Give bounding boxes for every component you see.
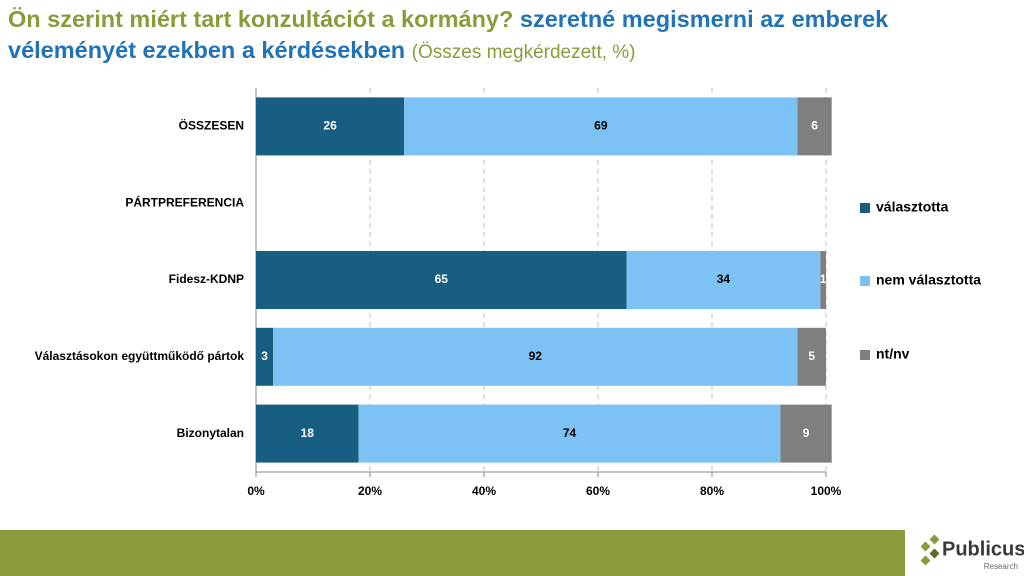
- logo-icon: [920, 534, 940, 566]
- legend-label: választotta: [876, 199, 949, 215]
- footer-band: [0, 530, 905, 576]
- value-label: 26: [323, 119, 337, 133]
- bar-segment: [797, 327, 826, 386]
- logo-subtext: Research: [984, 562, 1018, 571]
- bar-segment: [404, 97, 798, 156]
- value-label: 9: [803, 426, 810, 440]
- bar-segment: [797, 97, 832, 156]
- y-tick-label: PÁRTPREFERENCIA: [125, 194, 244, 209]
- value-label: 69: [594, 119, 608, 133]
- logo-text: Publicus: [942, 538, 1024, 560]
- value-label: 65: [435, 272, 449, 286]
- bar-segment: [273, 327, 798, 386]
- title-note: (Összes megkérdezett, %): [411, 42, 636, 63]
- value-label: 74: [563, 426, 577, 440]
- y-tick-label: Választásokon együttműködő pártok: [35, 349, 245, 363]
- x-tick-label: 40%: [472, 484, 496, 498]
- value-label: 3: [261, 349, 268, 363]
- legend-label: nt/nv: [876, 346, 910, 362]
- x-tick-label: 100%: [811, 484, 842, 498]
- bar-segment: [256, 97, 405, 156]
- legend-swatch: [860, 203, 870, 213]
- bar-segment: [626, 251, 821, 309]
- value-label: 34: [717, 272, 731, 286]
- legend-swatch: [860, 350, 870, 360]
- y-tick-label: ÖSSZESEN: [179, 118, 244, 133]
- bar-segment: [256, 251, 627, 309]
- x-tick-label: 0%: [247, 484, 265, 498]
- y-tick-label: Fidesz-KDNP: [169, 272, 244, 286]
- x-tick-label: 20%: [358, 484, 382, 498]
- bar-segment: [820, 251, 826, 309]
- bar-segment: [256, 327, 274, 386]
- bar-segment: [358, 404, 781, 463]
- title-question: Ön szerint miért tart konzultációt a kor…: [8, 6, 514, 32]
- title-answer: szeretné megismerni az emberek véleményé…: [8, 6, 889, 63]
- value-label: 5: [808, 349, 815, 363]
- value-label: 1: [820, 272, 827, 286]
- title: Ön szerint miért tart konzultációt a kor…: [8, 4, 908, 68]
- legend-label: nem választotta: [876, 272, 981, 288]
- value-label: 18: [301, 426, 315, 440]
- x-tick-label: 60%: [586, 484, 610, 498]
- value-label: 92: [529, 349, 543, 363]
- y-tick-label: Bizonytalan: [177, 426, 244, 440]
- bar-segment: [780, 404, 832, 463]
- value-label: 6: [811, 119, 818, 133]
- bar-segment: [256, 404, 359, 463]
- x-tick-label: 80%: [700, 484, 724, 498]
- legend-swatch: [860, 276, 870, 286]
